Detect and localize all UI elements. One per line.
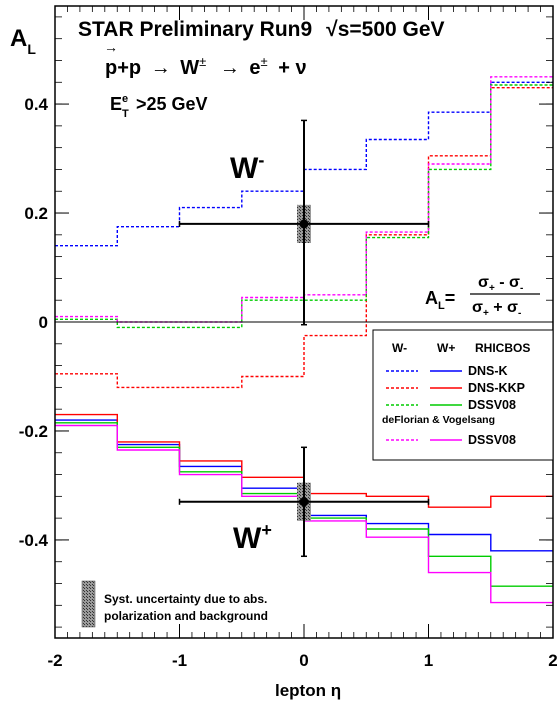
legend-box bbox=[372, 329, 554, 461]
y-tick-label: -0.2 bbox=[19, 422, 48, 441]
legend-col-wplus: W+ bbox=[437, 341, 455, 355]
syst-note-line1: Syst. uncertainty due to abs. bbox=[104, 592, 267, 606]
data-point-0 bbox=[178, 119, 430, 326]
svg-text:AL=: AL= bbox=[425, 288, 455, 312]
data-points bbox=[178, 119, 430, 558]
legend-label-1: DNS-KKP bbox=[468, 381, 525, 395]
syst-swatch bbox=[81, 580, 96, 628]
x-axis-label: lepton η bbox=[275, 681, 341, 700]
syst-note-line2: polarization and background bbox=[104, 609, 268, 623]
syst-note: Syst. uncertainty due to abs. polarizati… bbox=[81, 580, 268, 628]
x-tick-label: 1 bbox=[424, 651, 433, 670]
legend-col-wminus: W- bbox=[392, 341, 407, 355]
y-tick-label: 0.2 bbox=[24, 204, 48, 223]
legend-col-model: RHICBOS bbox=[475, 341, 530, 355]
chart-title: STAR Preliminary Run9 √s=500 GeV bbox=[78, 18, 445, 41]
vector-arrow-icon: → bbox=[104, 39, 118, 55]
w-minus-label: W- bbox=[230, 150, 264, 185]
data-marker bbox=[299, 497, 309, 507]
theory-series-wminus-1 bbox=[55, 87, 553, 389]
et-cut-label: Ee bbox=[110, 93, 128, 114]
x-tick-label: -1 bbox=[172, 651, 187, 670]
data-marker bbox=[299, 219, 309, 229]
data-point-1 bbox=[178, 446, 430, 558]
legend-subheader: deFlorian & Vogelsang bbox=[382, 414, 495, 426]
legend-label-3: DSSV08 bbox=[468, 433, 516, 447]
x-tick-label: 0 bbox=[299, 651, 308, 670]
x-tick-label: -2 bbox=[47, 651, 62, 670]
w-plus-label: W+ bbox=[233, 520, 272, 555]
y-tick-label: 0 bbox=[39, 313, 48, 332]
et-cut-sub: T bbox=[122, 108, 129, 120]
x-tick-label: 2 bbox=[548, 651, 557, 670]
legend: W- W+ RHICBOS DNS-K DNS-KKP DSSV08 DSSV08 d… bbox=[372, 329, 554, 461]
y-tick-label: 0.4 bbox=[24, 95, 48, 114]
theory-series-wminus-2 bbox=[55, 84, 553, 329]
axis-ticks: -2 -1 0 1 2 -0.4 -0.2 0 0.2 0.4 bbox=[19, 6, 557, 670]
y-axis-label: AL bbox=[10, 25, 36, 57]
asymmetry-formula: AL= σ+ - σ- σ+ + σ- bbox=[425, 274, 540, 319]
svg-text:σ+ + σ-: σ+ + σ- bbox=[472, 299, 521, 319]
y-tick-label: -0.4 bbox=[19, 531, 49, 550]
theory-series-wminus-0 bbox=[55, 81, 553, 247]
reaction-label: p+p → W± → e± + ν bbox=[105, 49, 307, 79]
legend-label-2: DSSV08 bbox=[468, 398, 516, 412]
et-cut-value: >25 GeV bbox=[136, 94, 208, 114]
legend-label-0: DNS-K bbox=[468, 364, 508, 378]
svg-text:σ+ - σ-: σ+ - σ- bbox=[478, 274, 523, 294]
